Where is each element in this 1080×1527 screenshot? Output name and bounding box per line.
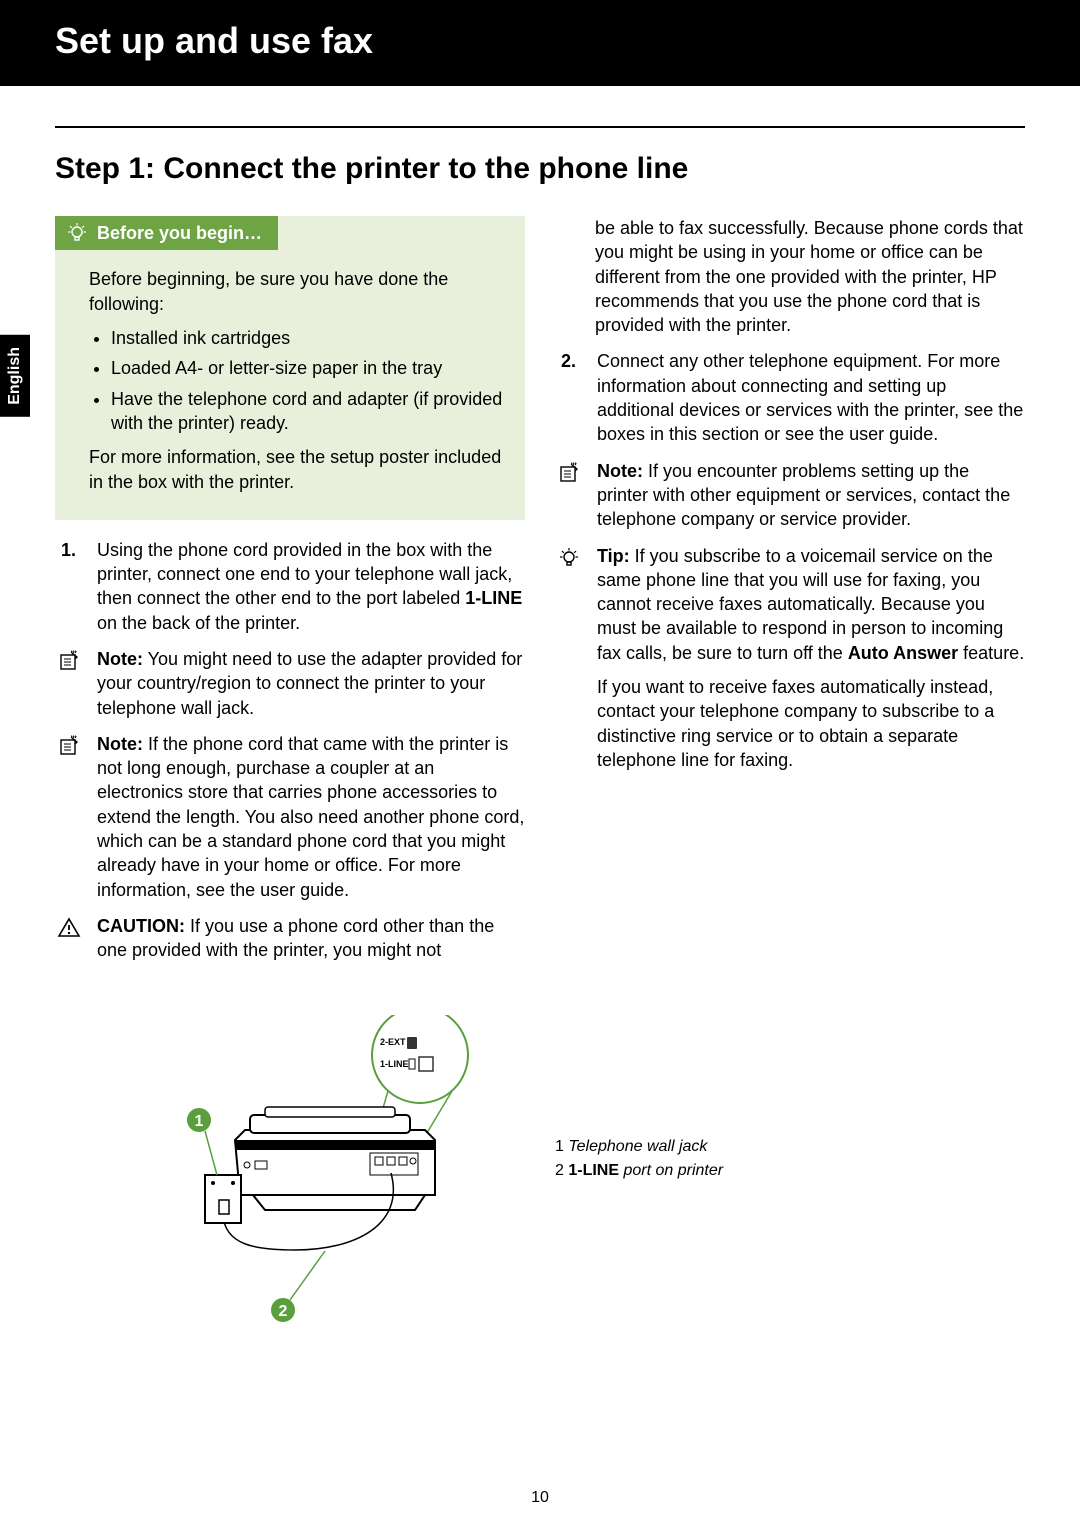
step-1-row: 1. Using the phone cord provided in the … — [55, 538, 525, 635]
caution-continuation: be able to fax successfully. Because pho… — [555, 216, 1025, 337]
tip-icon — [557, 544, 587, 783]
before-heading-text: Before you begin… — [97, 221, 262, 245]
printer-connection-diagram: 2-EXT 1-LINE — [175, 1015, 515, 1335]
zoom-label-2ext: 2-EXT — [380, 1037, 406, 1047]
before-intro: Before beginning, be sure you have done … — [89, 267, 509, 316]
note-1-row: Note: You might need to use the adapter … — [55, 647, 525, 720]
step-2-row: 2. Connect any other telephone equipment… — [555, 349, 1025, 446]
legend-row-1: 1 Telephone wall jack — [555, 1135, 723, 1159]
note-icon — [57, 732, 87, 902]
callout-1: 1 — [195, 1113, 204, 1130]
language-tab: English — [0, 335, 30, 417]
note-3-row: Note: If you encounter problems setting … — [555, 459, 1025, 532]
zoom-label-1line: 1-LINE — [380, 1059, 409, 1069]
before-item: Loaded A4- or letter-size paper in the t… — [111, 356, 509, 380]
two-column-layout: Before you begin… Before beginning, be s… — [55, 216, 1025, 975]
column-left: Before you begin… Before beginning, be s… — [55, 216, 525, 975]
before-footer: For more information, see the setup post… — [89, 445, 509, 494]
legend-row-2: 2 1-LINE port on printer — [555, 1159, 723, 1183]
page-number: 10 — [0, 1489, 1080, 1507]
diagram-legend: 1 Telephone wall jack 2 1-LINE port on p… — [555, 1135, 723, 1183]
before-list: Installed ink cartridges Loaded A4- or l… — [89, 326, 509, 435]
step-2-text: Connect any other telephone equipment. F… — [597, 349, 1025, 446]
before-header: Before you begin… — [55, 216, 278, 250]
step-number: 2. — [561, 349, 587, 446]
tip-row: Tip: If you subscribe to a voicemail ser… — [555, 544, 1025, 783]
step-heading: Step 1: Connect the printer to the phone… — [55, 152, 1025, 186]
before-item: Installed ink cartridges — [111, 326, 509, 350]
note-2-text: Note: If the phone cord that came with t… — [97, 732, 525, 902]
content-area: Step 1: Connect the printer to the phone… — [0, 86, 1080, 1335]
step-number: 1. — [61, 538, 87, 635]
before-body: Before beginning, be sure you have done … — [55, 251, 525, 493]
page-title: Set up and use fax — [55, 20, 1025, 62]
diagram-area: 2-EXT 1-LINE — [55, 1015, 1025, 1335]
note-3-text: Note: If you encounter problems setting … — [597, 459, 1025, 532]
note-1-text: Note: You might need to use the adapter … — [97, 647, 525, 720]
header-bar: Set up and use fax — [0, 0, 1080, 86]
note-icon — [57, 647, 87, 720]
note-icon — [557, 459, 587, 532]
caution-icon — [57, 914, 87, 963]
caution-row: CAUTION: If you use a phone cord other t… — [55, 914, 525, 963]
step-1-text: Using the phone cord provided in the box… — [97, 538, 525, 635]
callout-2: 2 — [279, 1303, 288, 1320]
divider — [55, 126, 1025, 128]
tip-text: Tip: If you subscribe to a voicemail ser… — [597, 544, 1025, 783]
note-2-row: Note: If the phone cord that came with t… — [55, 732, 525, 902]
before-you-begin-box: Before you begin… Before beginning, be s… — [55, 216, 525, 520]
printer-illustration — [235, 1107, 435, 1210]
page: Set up and use fax English Step 1: Conne… — [0, 0, 1080, 1527]
caution-text: CAUTION: If you use a phone cord other t… — [97, 914, 525, 963]
before-item: Have the telephone cord and adapter (if … — [111, 387, 509, 436]
lightbulb-icon — [65, 221, 89, 245]
column-right: be able to fax successfully. Because pho… — [555, 216, 1025, 975]
